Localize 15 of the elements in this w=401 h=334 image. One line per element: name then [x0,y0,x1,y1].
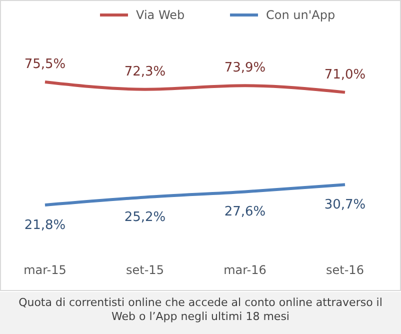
x-tick-label: set-16 [326,263,364,277]
legend-label: Con un'App [266,8,336,22]
legend-label: Via Web [136,8,185,22]
data-label: 72,3% [124,64,166,80]
text: Quota di correntisti online che accede al conto online attraverso il Web o l’App negli ultimi 18 mesi [18,296,382,323]
data-label: 27,6% [224,204,266,220]
data-label: 25,2% [124,210,166,226]
x-tick-label: set-15 [126,263,164,277]
data-label: 30,7% [324,198,366,213]
data-label: 71,0% [324,67,366,82]
x-tick-label: mar-15 [24,263,66,277]
data-label: 73,9% [224,60,266,76]
data-label: 75,5% [24,57,66,72]
data-label: 21,8% [24,218,66,233]
x-tick-label: mar-16 [224,263,266,277]
